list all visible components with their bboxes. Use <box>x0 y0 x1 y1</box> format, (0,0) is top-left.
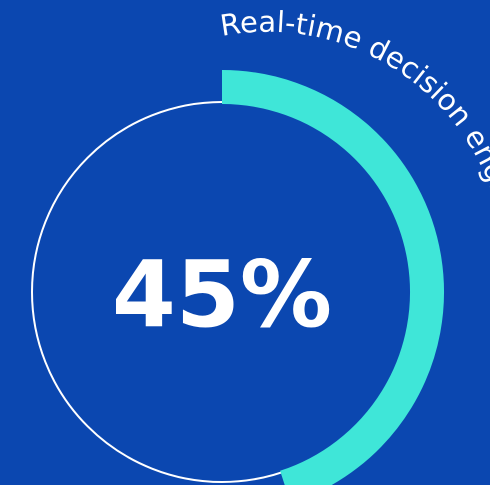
percent-value: 45% <box>112 241 332 348</box>
ring-progress-arc <box>221 70 444 485</box>
